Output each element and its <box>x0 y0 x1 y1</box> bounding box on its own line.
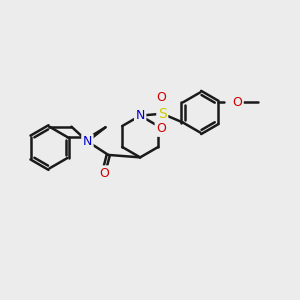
Text: O: O <box>156 91 166 104</box>
Text: S: S <box>158 107 167 121</box>
Text: O: O <box>99 167 109 180</box>
Text: O: O <box>232 96 242 109</box>
Text: N: N <box>136 109 145 122</box>
Text: O: O <box>156 122 166 135</box>
Text: N: N <box>83 135 92 148</box>
